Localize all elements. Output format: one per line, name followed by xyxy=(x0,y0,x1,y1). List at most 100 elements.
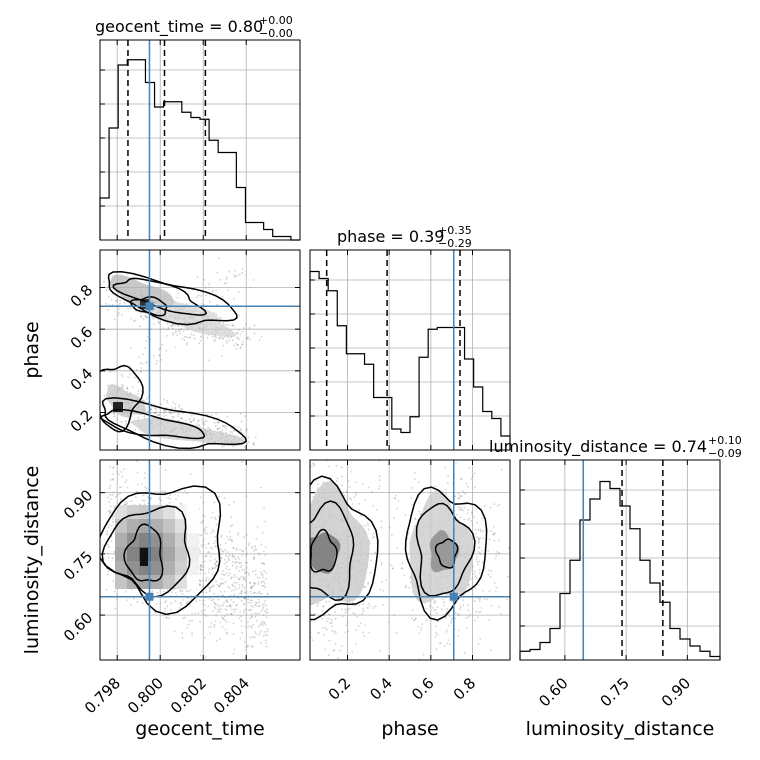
sample-point xyxy=(458,497,461,500)
sample-point xyxy=(240,592,243,595)
sample-point xyxy=(116,598,118,601)
sample-point xyxy=(114,300,117,302)
sample-point xyxy=(482,589,485,592)
sample-point xyxy=(240,431,243,434)
sample-point xyxy=(305,540,307,542)
sample-point xyxy=(213,567,216,570)
sample-point xyxy=(208,428,211,430)
sample-point xyxy=(145,398,148,401)
sample-point xyxy=(136,601,139,603)
sample-point xyxy=(208,286,211,289)
sample-point xyxy=(164,410,167,412)
sample-point xyxy=(117,473,120,476)
sample-point xyxy=(196,423,198,426)
sample-point xyxy=(202,540,205,543)
sample-point xyxy=(433,600,436,603)
sample-point xyxy=(460,477,463,480)
sample-point xyxy=(240,620,243,623)
sample-point xyxy=(250,616,253,618)
sample-point xyxy=(190,333,193,336)
sample-point xyxy=(241,592,243,595)
sample-point xyxy=(477,529,480,532)
sample-point xyxy=(393,497,396,500)
sample-point xyxy=(247,598,250,601)
sample-point xyxy=(333,632,336,635)
sample-point xyxy=(443,645,446,648)
sample-point xyxy=(226,341,229,344)
sample-point xyxy=(221,625,224,628)
y-tick-label: 0.6 xyxy=(67,323,97,353)
sample-point xyxy=(151,590,154,592)
sample-point xyxy=(217,609,220,612)
sample-point xyxy=(230,577,233,580)
sample-point xyxy=(199,335,202,338)
sample-point xyxy=(255,537,258,540)
sample-point xyxy=(179,602,182,605)
sample-point xyxy=(438,453,440,455)
sample-point xyxy=(435,648,438,651)
sample-point xyxy=(302,472,304,474)
sample-point xyxy=(325,601,328,603)
sample-point xyxy=(307,486,309,488)
sample-point xyxy=(207,426,210,429)
sample-point xyxy=(243,597,246,599)
sample-point xyxy=(377,487,380,490)
sample-point xyxy=(241,271,244,274)
sample-point xyxy=(356,615,358,618)
sample-point xyxy=(233,593,236,596)
sample-point xyxy=(225,431,227,434)
sample-point xyxy=(218,421,220,424)
sample-point xyxy=(223,675,225,677)
sample-point xyxy=(294,508,296,510)
sample-point xyxy=(235,343,238,345)
sample-point xyxy=(240,599,243,602)
sample-point xyxy=(262,562,265,565)
sample-point xyxy=(215,336,217,339)
density-layer xyxy=(100,257,263,450)
sample-point xyxy=(143,415,146,418)
sample-point xyxy=(180,604,183,606)
sample-point xyxy=(495,586,498,589)
sample-point xyxy=(198,584,201,587)
sample-point xyxy=(229,594,232,597)
sample-point xyxy=(189,336,192,339)
sample-point xyxy=(380,561,383,564)
sample-point xyxy=(216,427,219,430)
sample-point xyxy=(321,454,323,456)
sample-point xyxy=(346,622,349,625)
sample-point xyxy=(176,296,179,299)
x-axis-label-phase: phase xyxy=(381,718,438,740)
sample-point xyxy=(166,399,169,402)
contour-line xyxy=(434,538,459,569)
sample-point xyxy=(493,526,495,528)
sample-point xyxy=(193,337,196,340)
sample-point xyxy=(246,336,249,339)
sample-point xyxy=(215,614,217,617)
sample-point xyxy=(166,589,169,592)
sample-point xyxy=(295,604,297,606)
sample-point xyxy=(232,622,235,625)
sample-point xyxy=(192,419,194,422)
sample-point xyxy=(263,582,266,585)
sample-point xyxy=(445,616,447,619)
sample-point xyxy=(140,316,142,318)
sample-point xyxy=(161,490,164,493)
sample-point xyxy=(234,562,237,564)
sample-point xyxy=(234,558,237,561)
sample-point xyxy=(219,278,222,281)
sample-point xyxy=(516,565,518,567)
sample-point xyxy=(468,517,471,520)
sample-point xyxy=(225,605,228,608)
sample-point xyxy=(189,472,192,475)
sample-point xyxy=(261,580,264,583)
sample-point xyxy=(244,415,247,418)
sample-point xyxy=(213,592,216,595)
density-cell xyxy=(139,519,151,533)
sample-point xyxy=(200,564,203,567)
sample-point xyxy=(493,533,495,536)
density-blob xyxy=(310,532,341,574)
sample-point xyxy=(179,589,182,592)
sample-point xyxy=(418,632,421,635)
sample-point xyxy=(439,642,441,645)
sample-point xyxy=(212,289,214,292)
